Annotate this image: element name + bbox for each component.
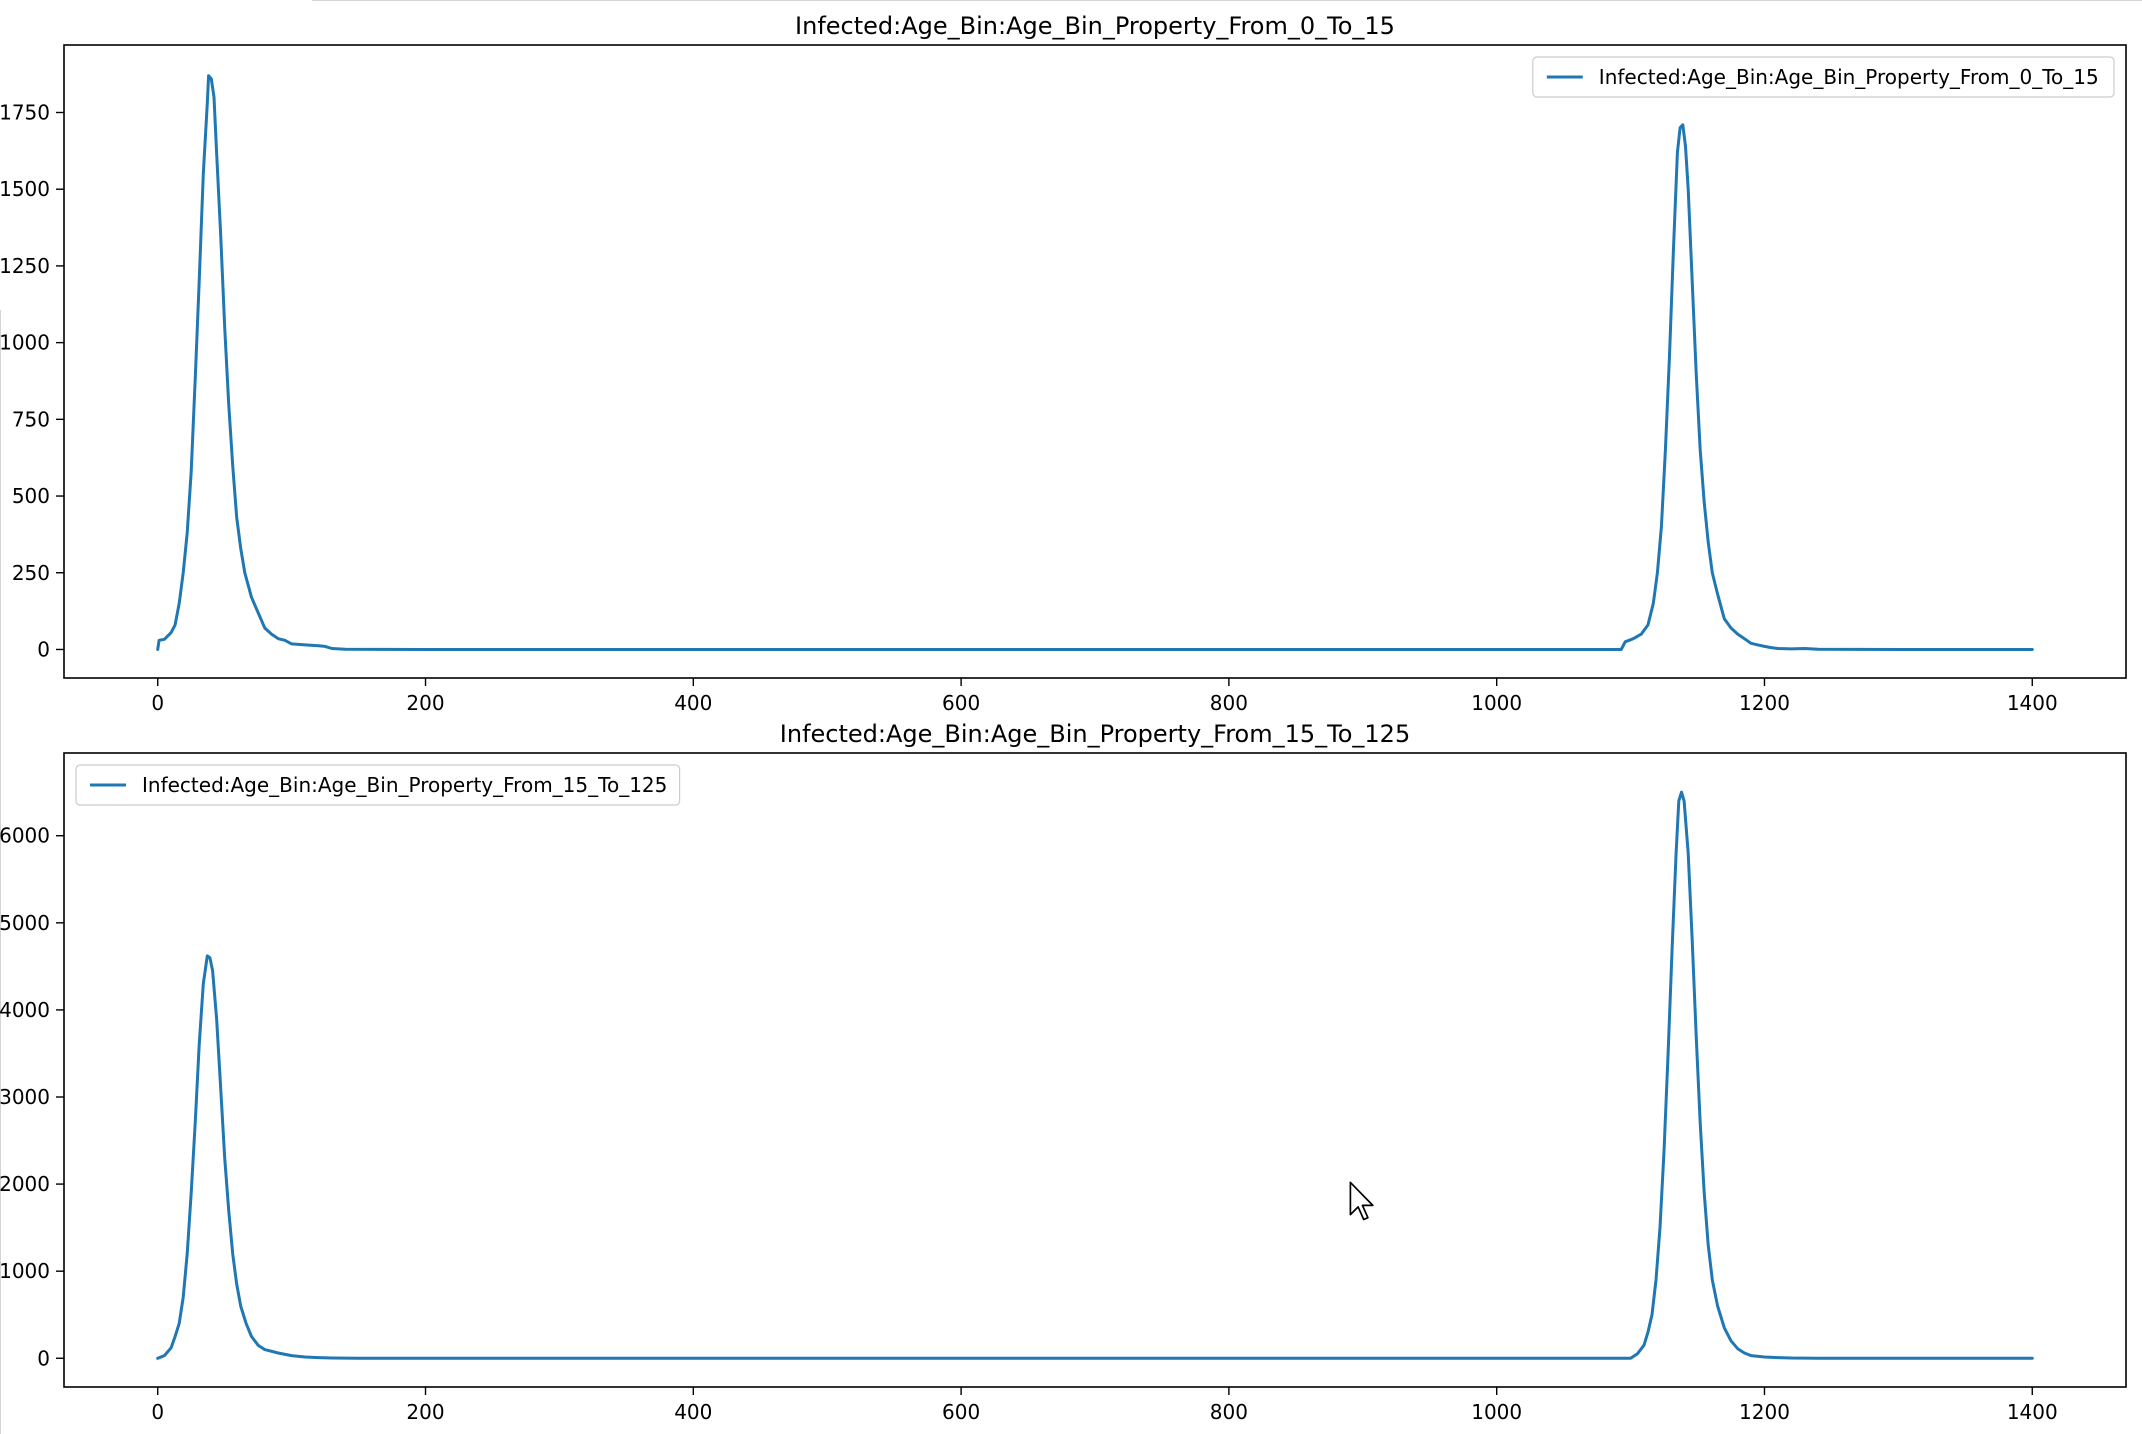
x-tick-label: 200 — [406, 691, 444, 715]
y-tick-label: 1750 — [0, 101, 50, 125]
x-tick-label: 0 — [151, 691, 164, 715]
y-tick-label: 0 — [37, 637, 50, 661]
x-tick-label: 200 — [406, 1400, 444, 1424]
legend-label: Infected:Age_Bin:Age_Bin_Property_From_1… — [142, 773, 667, 797]
legend-label: Infected:Age_Bin:Age_Bin_Property_From_0… — [1599, 65, 2099, 89]
window-edge-top — [312, 0, 2142, 1]
x-tick-label: 600 — [942, 1400, 980, 1424]
subplot-infected-15-to-125: Infected:Age_Bin:Age_Bin_Property_From_1… — [0, 720, 2127, 1424]
x-tick-label: 1000 — [1471, 1400, 1522, 1424]
x-tick-label: 1000 — [1471, 691, 1522, 715]
y-tick-label: 1250 — [0, 254, 50, 278]
x-tick-label: 400 — [674, 691, 712, 715]
subplot-infected-0-to-15: Infected:Age_Bin:Age_Bin_Property_From_0… — [0, 12, 2127, 715]
y-tick-label: 1000 — [0, 331, 50, 355]
y-tick-label: 0 — [37, 1346, 50, 1370]
y-tick-label: 1000 — [0, 1259, 50, 1283]
x-tick-label: 1200 — [1739, 1400, 1790, 1424]
chart-title: Infected:Age_Bin:Age_Bin_Property_From_1… — [780, 720, 1410, 748]
x-tick-label: 400 — [674, 1400, 712, 1424]
mouse-cursor-icon — [1349, 1181, 1374, 1221]
axes-frame — [63, 44, 2127, 679]
chart-title: Infected:Age_Bin:Age_Bin_Property_From_0… — [795, 12, 1395, 40]
x-tick-label: 800 — [1210, 691, 1248, 715]
series-line — [156, 74, 2034, 651]
legend-box — [75, 764, 681, 806]
x-tick-label: 0 — [151, 1400, 164, 1424]
x-tick-label: 1400 — [2007, 691, 2058, 715]
y-tick-label: 2000 — [0, 1172, 50, 1196]
y-tick-label: 5000 — [0, 911, 50, 935]
x-tick-label: 1200 — [1739, 691, 1790, 715]
y-tick-label: 3000 — [0, 1085, 50, 1109]
y-tick-label: 500 — [12, 484, 50, 508]
legend: Infected:Age_Bin:Age_Bin_Property_From_0… — [1532, 56, 2115, 98]
window-edge-left — [0, 310, 1, 1434]
y-tick-label: 250 — [12, 561, 50, 585]
y-tick-label: 6000 — [0, 824, 50, 848]
y-tick-label: 1500 — [0, 177, 50, 201]
x-tick-label: 1400 — [2007, 1400, 2058, 1424]
y-tick-label: 4000 — [0, 998, 50, 1022]
y-tick-label: 750 — [12, 407, 50, 431]
legend: Infected:Age_Bin:Age_Bin_Property_From_1… — [75, 764, 681, 806]
x-tick-label: 800 — [1210, 1400, 1248, 1424]
legend-box — [1532, 56, 2115, 98]
x-tick-label: 600 — [942, 691, 980, 715]
series-line — [156, 790, 2034, 1360]
axes-frame — [63, 752, 2127, 1388]
